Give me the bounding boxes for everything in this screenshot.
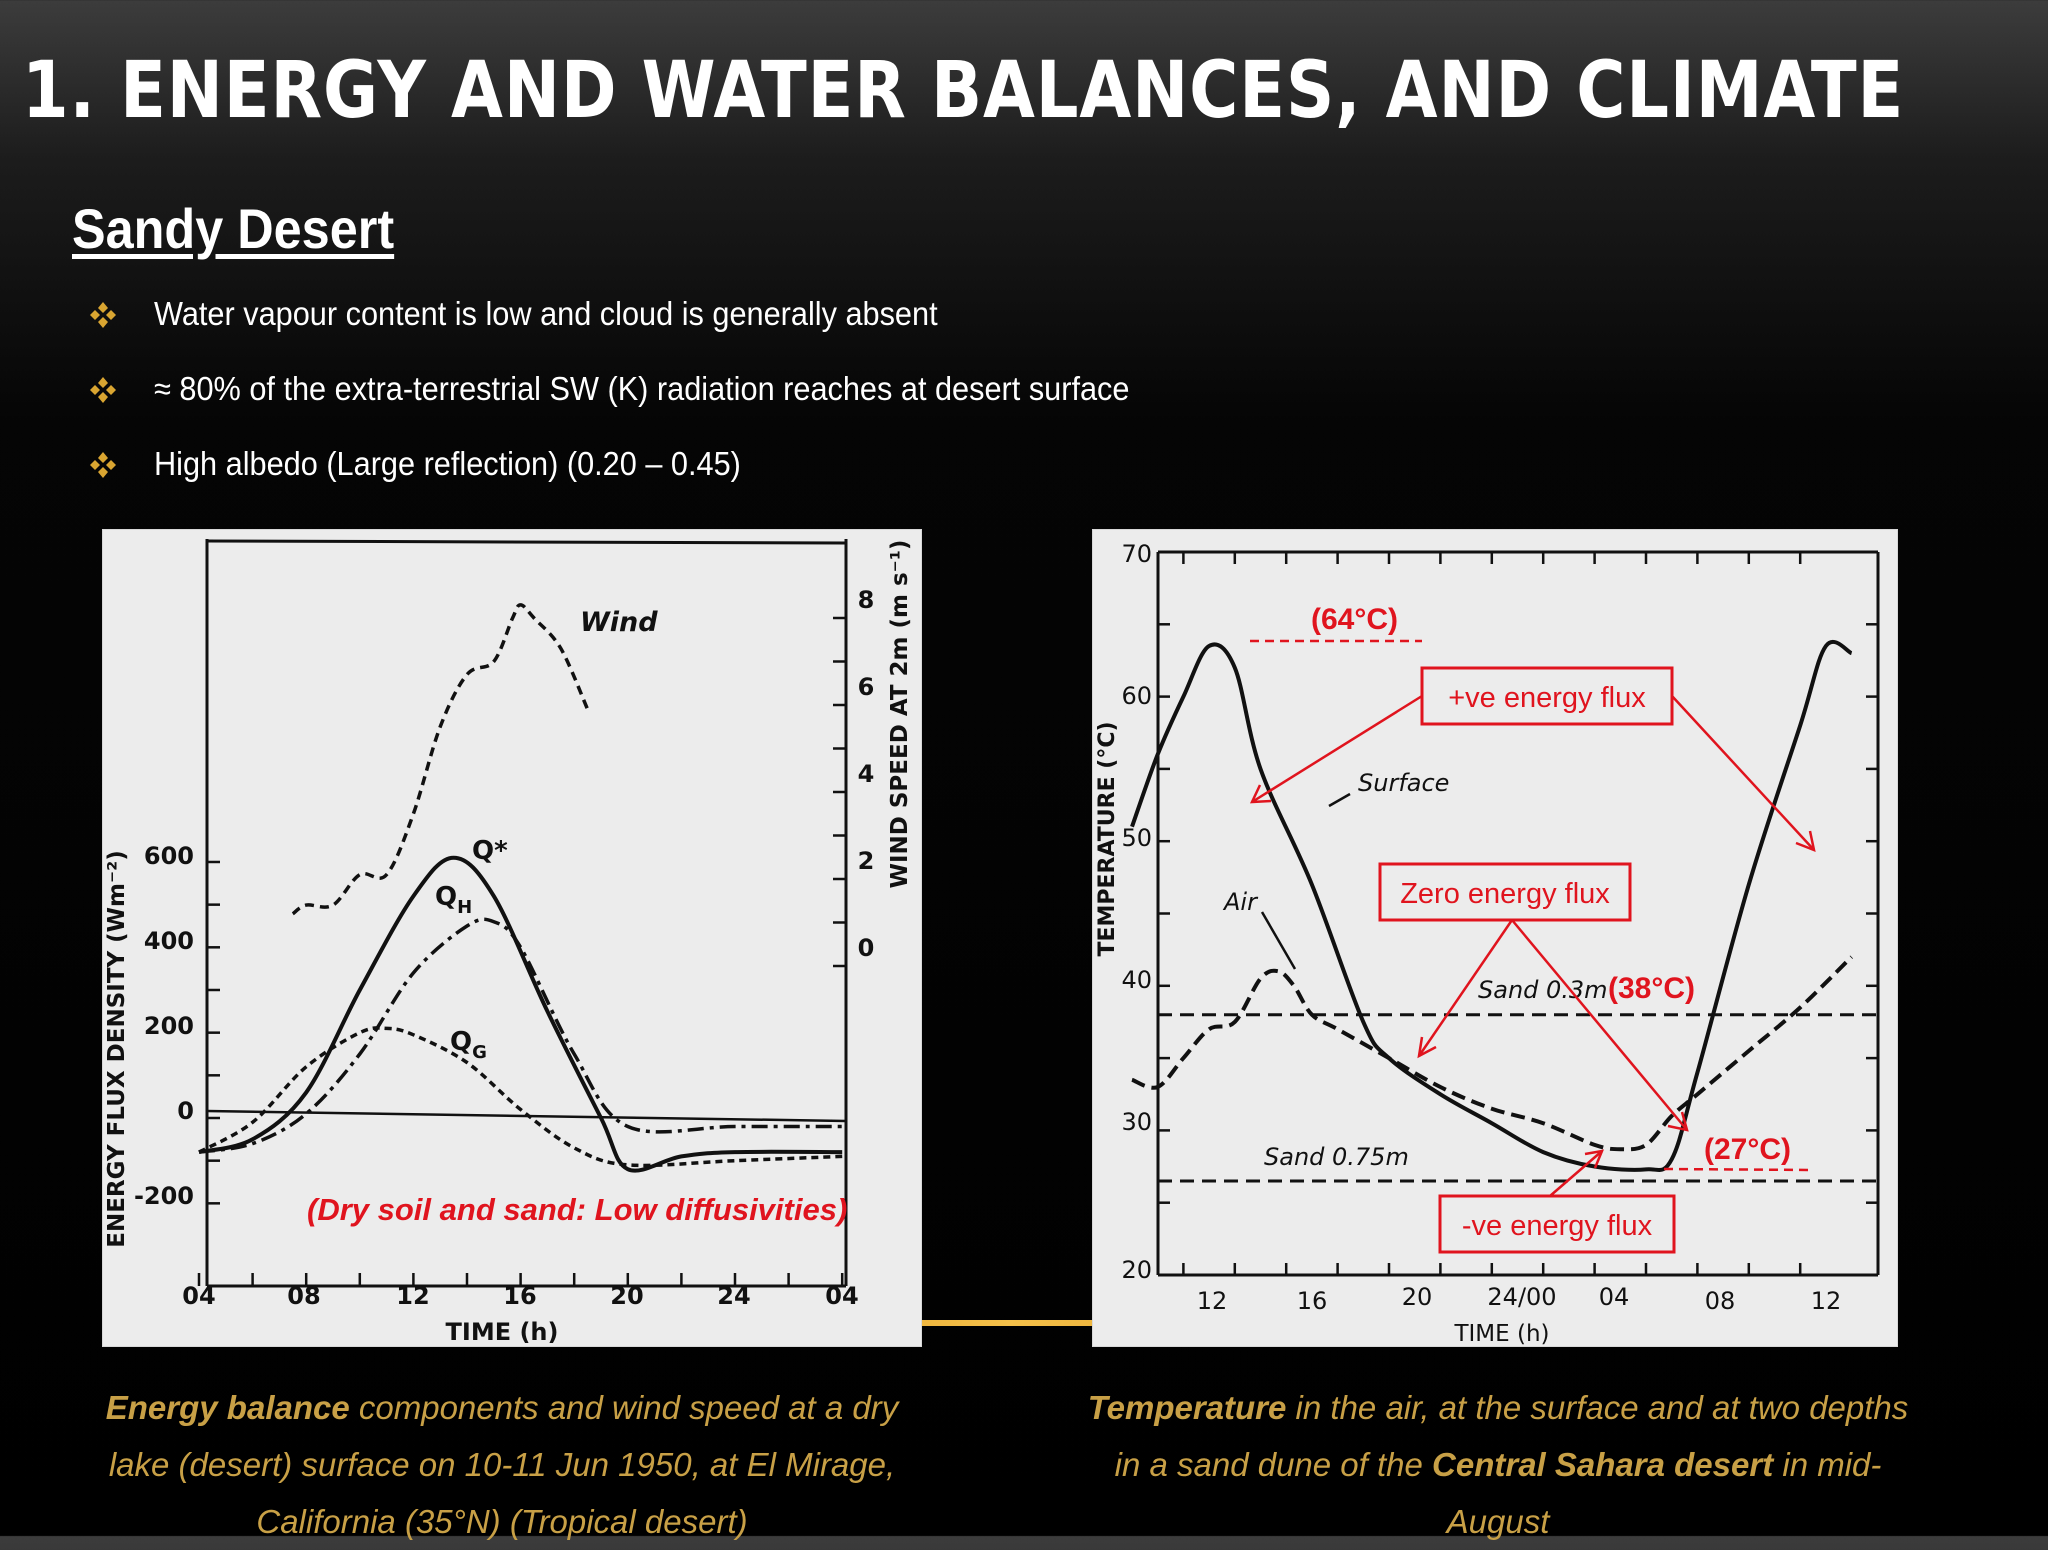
x-tick-label: 12 [1197, 1287, 1228, 1315]
positive-flux-label: +ve energy flux [1448, 682, 1646, 714]
min-temp-annotation: (27°C) [1704, 1133, 1791, 1166]
sensible-heat-series [198, 917, 843, 1154]
air-series [1131, 955, 1853, 1152]
sand-0.3m-label: Sand 0.3m [1478, 976, 1608, 1004]
net-radiation-label: Q* [472, 836, 508, 866]
x-axis-label: TIME (h) [1453, 1321, 1549, 1347]
sand-temp-annotation: (38°C) [1608, 972, 1695, 1005]
surface-leader [1328, 792, 1351, 808]
max-temp-annotation: (64°C) [1311, 603, 1398, 636]
arrow-head [1417, 1036, 1437, 1059]
arrow [1251, 694, 1423, 804]
arrow [1417, 919, 1514, 1057]
bullet-text: Water vapour content is low and cloud is… [154, 295, 938, 332]
arrow-head [1249, 784, 1272, 804]
section-subtitle: Sandy Desert [72, 197, 395, 260]
zero-flux-box [1378, 862, 1632, 922]
surface-label: Surface [1358, 769, 1449, 797]
x-tick-label: 24 [717, 1282, 750, 1310]
ground-heat-label: QG [450, 1027, 487, 1063]
air-label: Air [1222, 888, 1259, 916]
y-tick-label: 40 [1121, 966, 1152, 994]
y-axis-label: TEMPERATURE (°C) [1095, 721, 1120, 956]
y-tick-label: 70 [1121, 540, 1152, 568]
air-leader [1260, 911, 1297, 970]
x-tick-label: 04 [825, 1282, 858, 1310]
ground-heat-series [198, 1026, 843, 1168]
x-tick-label: 16 [1297, 1287, 1328, 1315]
y-tick-label: 50 [1121, 824, 1152, 852]
wind-series [291, 603, 590, 916]
net-radiation-series [198, 855, 843, 1173]
x-tick-label: 04 [1599, 1283, 1630, 1311]
x-axis-label: TIME (h) [446, 1318, 559, 1346]
zero-flux-label: Zero energy flux [1400, 878, 1610, 910]
x-tick-label: 16 [503, 1282, 536, 1310]
accent-divider [360, 1320, 1660, 1326]
y-tick-label: 600 [144, 842, 194, 870]
arrow [1511, 919, 1688, 1131]
right-tick-label: 8 [858, 586, 875, 614]
y-tick-label: 200 [144, 1012, 194, 1040]
energy-balance-caption: Energy balance components and wind speed… [105, 1389, 899, 1540]
temperature-caption: Temperature in the air, at the surface a… [1087, 1389, 1909, 1540]
wind-label: Wind [580, 607, 658, 638]
temperature-chart: 70 60 50 40 30 20 12 16 20 24/00 04 08 1… [1095, 540, 1880, 1347]
energy-balance-figure: 600 400 200 0 -200 8 6 4 2 0 04 08 12 16… [102, 529, 922, 1347]
min-temp-marker [1663, 1167, 1815, 1172]
x-tick-label: 08 [287, 1282, 320, 1310]
right-tick-label: 2 [858, 847, 875, 875]
y-tick-label: 0 [177, 1097, 194, 1125]
temperature-figure: 70 60 50 40 30 20 12 16 20 24/00 04 08 1… [1092, 529, 1898, 1347]
bullet-text: ≈ 80% of the extra-terrestrial SW (K) ra… [154, 370, 1130, 407]
negative-flux-label: -ve energy flux [1462, 1210, 1653, 1242]
diamond-cluster-icon [90, 377, 116, 403]
diamond-cluster-icon [90, 302, 116, 328]
y-tick-label: 400 [144, 927, 194, 955]
arrow-head [1584, 1149, 1605, 1169]
right-tick-label: 6 [858, 673, 875, 701]
x-tick-label: 08 [1705, 1287, 1736, 1315]
y-axis-label: ENERGY FLUX DENSITY (Wm⁻²) [104, 850, 130, 1247]
sand-0.75m-label: Sand 0.75m [1264, 1143, 1409, 1171]
y-tick-label: 20 [1121, 1256, 1152, 1284]
x-tick-label: 20 [610, 1282, 643, 1310]
diamond-cluster-icon [90, 452, 116, 478]
arrow-head [1795, 830, 1816, 853]
bullet-text: High albedo (Large reflection) (0.20 – 0… [154, 445, 741, 482]
y-tick-label: 30 [1121, 1108, 1152, 1136]
right-tick-label: 0 [858, 934, 875, 962]
arrow [1671, 695, 1815, 851]
y-tick-label: 60 [1121, 682, 1152, 710]
diffusivity-annotation: (Dry soil and sand: Low diffusivities) [307, 1192, 847, 1227]
y-tick-label: -200 [134, 1182, 194, 1210]
x-tick-label: 20 [1402, 1283, 1433, 1311]
arrow-head [1667, 1111, 1689, 1132]
x-tick-label: 12 [396, 1282, 429, 1310]
x-tick-label: 12 [1811, 1287, 1842, 1315]
surface-series [1130, 639, 1853, 1172]
sensible-heat-label: QH [435, 882, 472, 918]
x-tick-label: 04 [182, 1282, 215, 1310]
slide-title: 1. ENERGY AND WATER BALANCES, AND CLIMAT… [22, 46, 1905, 136]
negative-flux-box [1438, 1194, 1676, 1254]
energy-balance-chart: 600 400 200 0 -200 8 6 4 2 0 04 08 12 16… [104, 539, 913, 1346]
arrow [1549, 1150, 1603, 1197]
right-tick-label: 4 [858, 760, 875, 788]
x-tick-label: 24/00 [1487, 1283, 1556, 1311]
right-axis-label: WIND SPEED AT 2m (m s⁻¹) [887, 540, 913, 889]
